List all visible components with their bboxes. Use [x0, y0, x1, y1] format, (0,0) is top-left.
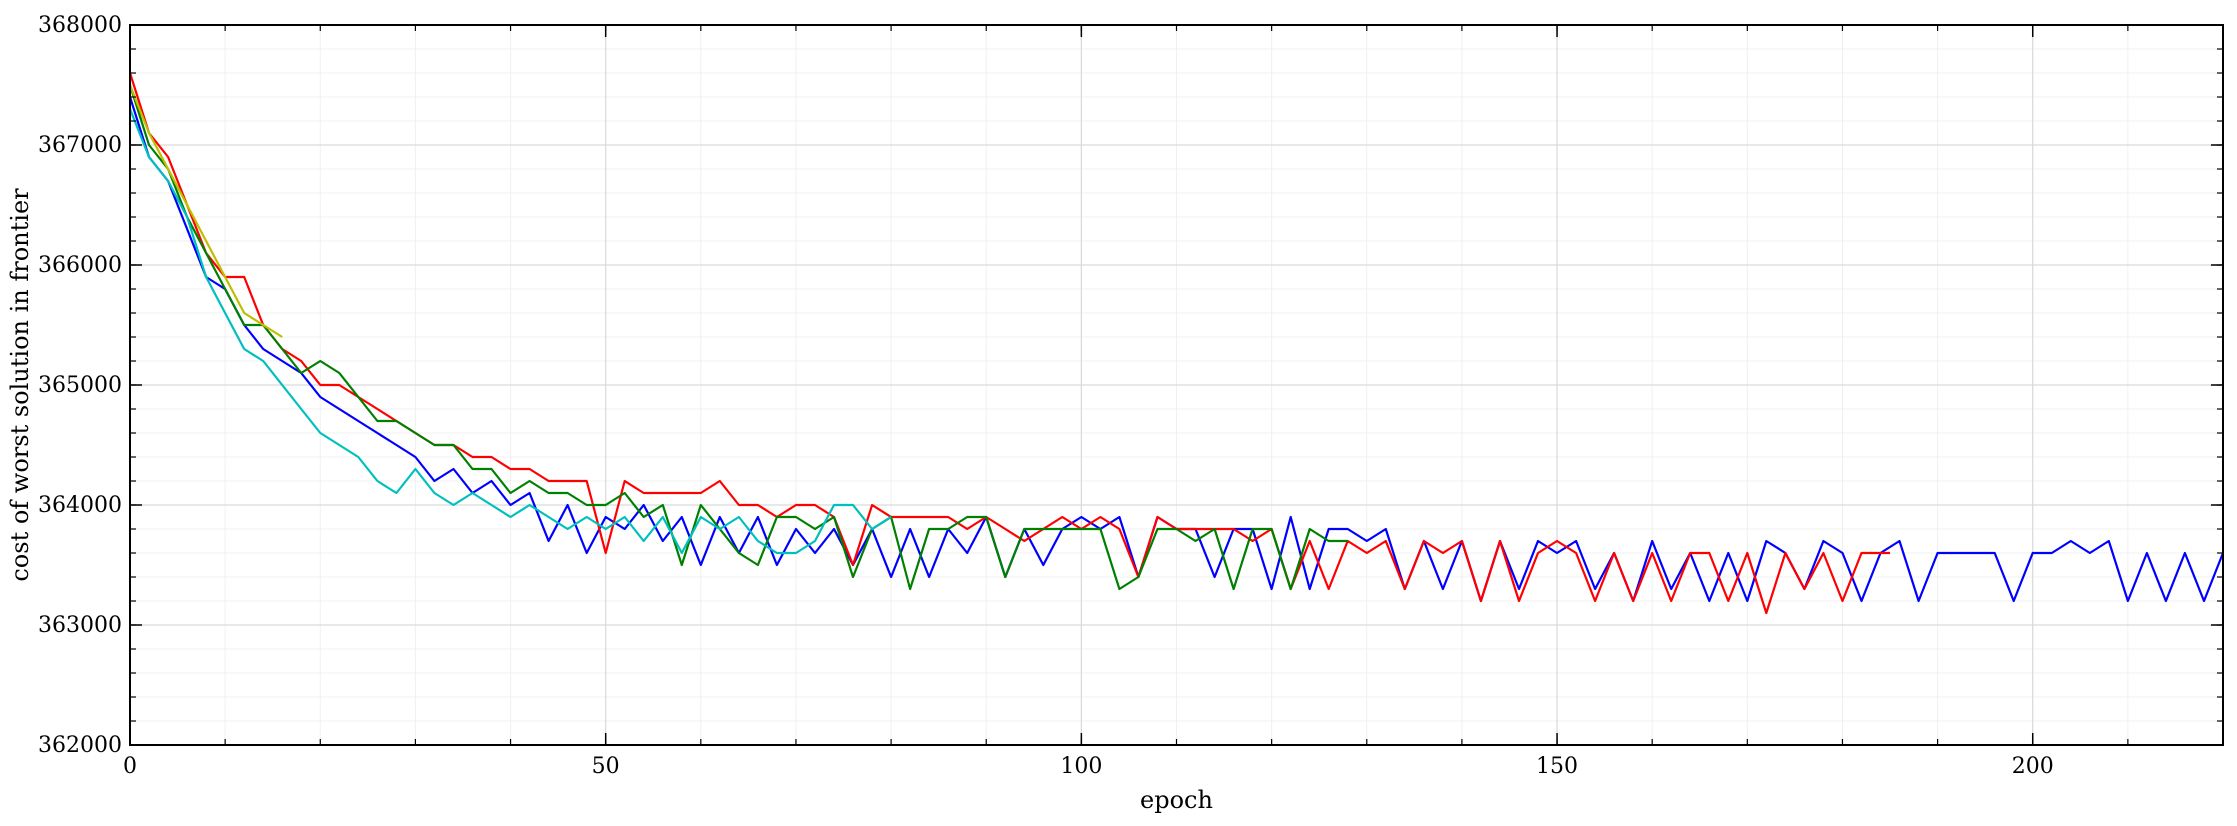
x-tick-label: 0: [123, 754, 137, 779]
series-line-2: [130, 73, 1890, 613]
y-tick-labels: 362000 363000 364000 365000 366000 367000 3680…: [38, 13, 122, 758]
y-tick-label: 364000: [38, 493, 122, 518]
x-tick-labels: 0 50 100 150 200: [123, 754, 2054, 779]
x-axis-label: epoch: [1140, 786, 1213, 814]
y-tick-label: 365000: [38, 373, 122, 398]
y-tick-label: 363000: [38, 613, 122, 638]
x-tick-label: 200: [2012, 754, 2054, 779]
y-tick-label: 366000: [38, 253, 122, 278]
series-line-5: [130, 85, 282, 337]
y-tick-label: 362000: [38, 733, 122, 758]
y-axis-label: cost of worst solution in frontier: [6, 188, 34, 582]
x-tick-label: 100: [1060, 754, 1102, 779]
y-tick-label: 367000: [38, 133, 122, 158]
x-tick-label: 150: [1536, 754, 1578, 779]
x-tick-label: 50: [592, 754, 620, 779]
y-tick-label: 368000: [38, 13, 122, 38]
